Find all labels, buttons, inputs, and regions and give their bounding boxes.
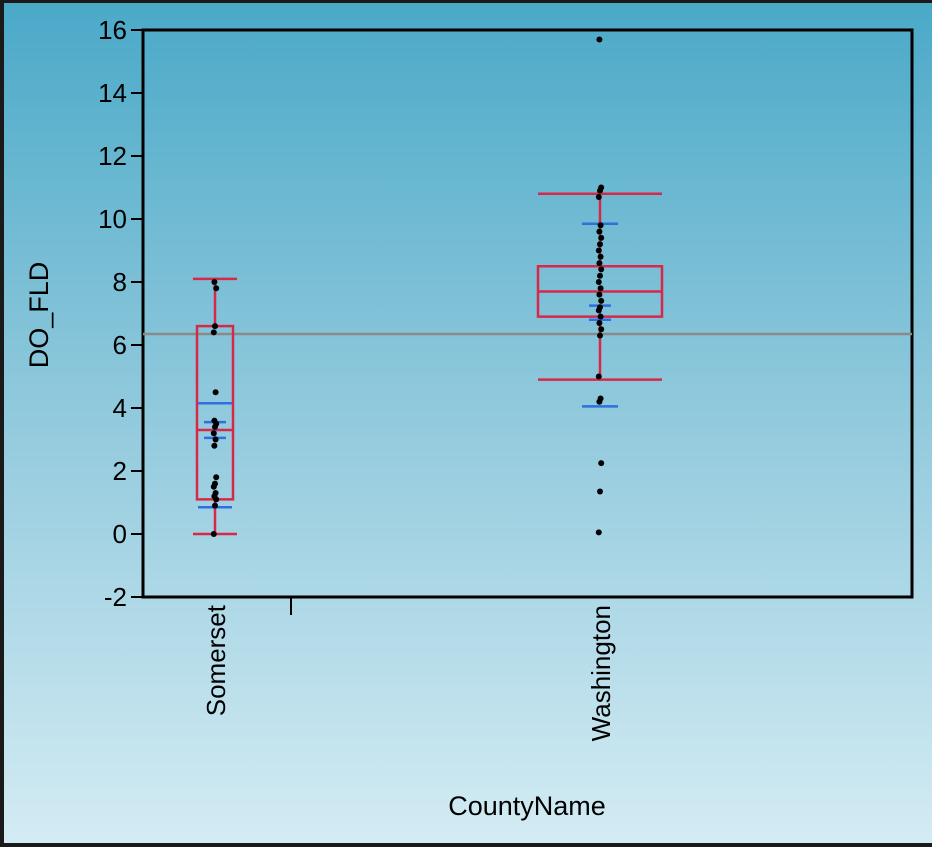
data-point <box>597 285 604 292</box>
data-point <box>212 323 218 330</box>
data-point <box>595 279 602 285</box>
data-point <box>595 373 602 380</box>
data-point <box>598 326 605 333</box>
data-point <box>595 529 602 536</box>
data-point <box>596 36 603 43</box>
data-point <box>597 253 604 260</box>
data-point <box>598 234 605 241</box>
y-tick-label: 2 <box>113 456 127 486</box>
data-point <box>213 285 220 292</box>
data-point <box>598 184 605 191</box>
data-point <box>211 417 218 424</box>
data-point <box>212 436 219 443</box>
data-point <box>597 304 603 311</box>
iqr-box <box>195 324 235 501</box>
data-point <box>597 272 603 279</box>
x-tick-label: Washington <box>586 605 616 741</box>
data-point <box>597 241 603 248</box>
data-point <box>597 222 604 229</box>
y-tick-label: 0 <box>113 519 127 549</box>
x-tick-label: Somerset <box>201 604 231 716</box>
y-tick-label: 14 <box>98 78 127 108</box>
y-tick-label: 16 <box>98 15 127 45</box>
y-tick-label: 6 <box>113 330 127 360</box>
data-point <box>595 193 602 200</box>
y-tick-label: -2 <box>104 582 127 612</box>
data-point <box>212 389 219 396</box>
data-point <box>597 313 604 320</box>
y-tick-label: 4 <box>113 393 127 423</box>
y-axis: 16 14 12 10 8 6 4 2 0 -2 <box>98 15 143 612</box>
data-point <box>210 329 217 336</box>
data-point <box>212 502 218 509</box>
data-point <box>212 480 218 487</box>
data-point <box>210 531 217 537</box>
data-point <box>596 291 603 298</box>
data-point <box>212 490 219 497</box>
data-point <box>596 228 603 235</box>
x-axis-title: CountyName <box>448 791 606 821</box>
data-point <box>598 266 605 273</box>
data-point <box>211 279 218 285</box>
x-axis: Somerset Washington <box>201 597 616 741</box>
data-point <box>211 442 218 449</box>
data-point <box>597 332 603 339</box>
data-point <box>597 395 604 402</box>
data-point <box>597 488 603 495</box>
y-tick-label: 10 <box>98 204 127 234</box>
data-point <box>596 319 603 326</box>
data-point <box>598 460 605 467</box>
box-washington <box>536 36 664 536</box>
plot-border <box>141 28 914 599</box>
data-point <box>210 430 217 437</box>
y-axis-title: DO_FLD <box>24 262 54 369</box>
data-point <box>596 260 603 267</box>
data-point <box>598 297 605 304</box>
y-tick-label: 8 <box>113 267 127 297</box>
box-somerset <box>193 277 237 537</box>
plot-area <box>141 28 914 599</box>
data-point <box>595 247 602 254</box>
y-tick-label: 12 <box>98 141 127 171</box>
data-point <box>213 474 220 481</box>
